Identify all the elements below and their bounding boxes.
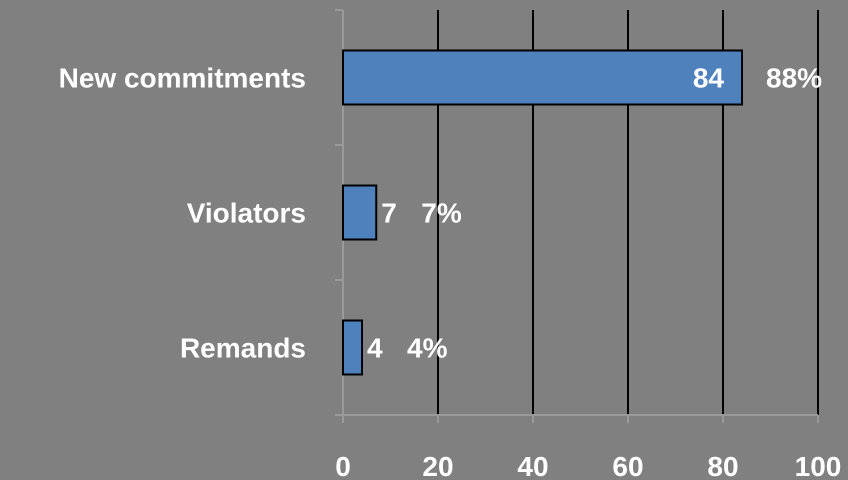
x-tick-label-0: 0 [335,451,351,480]
x-tick-label-40: 40 [517,451,548,480]
x-tick-label-80: 80 [707,451,738,480]
x-tick-label-60: 60 [612,451,643,480]
value-label-new-commitments: 84 [693,63,725,94]
value-label-remands: 4 [367,333,383,364]
percent-label-new-commitments: 88% [766,63,822,94]
percent-label-violators: 7% [421,198,462,229]
bar-remands [342,319,363,376]
percent-label-remands: 4% [407,333,448,364]
category-label-remands: Remands [180,333,306,364]
bar-violators [342,184,378,241]
category-label-violators: Violators [187,198,306,229]
category-label-new-commitments: New commitments [59,63,306,94]
x-tick-label-100: 100 [795,451,842,480]
value-label-violators: 7 [381,198,397,229]
labels: 0 20 40 60 80 100 New commitments 84 88% Violator… [59,63,842,480]
x-tick-label-20: 20 [422,451,453,480]
bars [342,49,743,376]
bar-new-commitments [342,49,743,106]
